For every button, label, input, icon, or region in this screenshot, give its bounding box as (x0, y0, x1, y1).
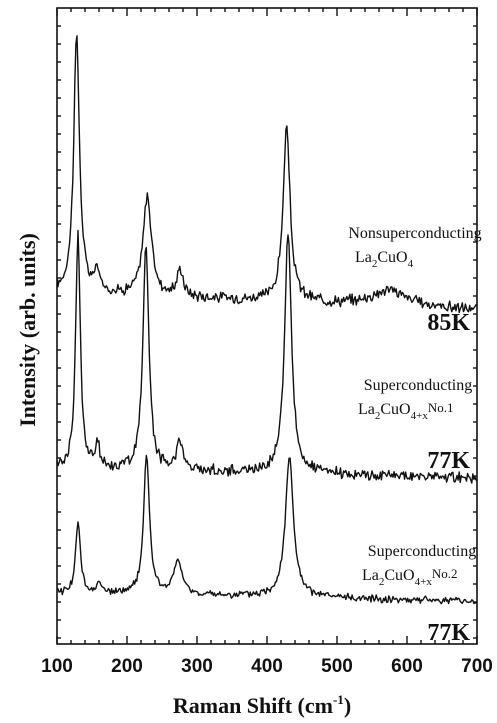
sample-label-2: Superconducting (364, 377, 472, 394)
x-axis-title-main: Raman Shift (cm (173, 693, 333, 718)
spectrum-trace-3 (56, 454, 478, 605)
x-tick-label: 300 (181, 656, 213, 677)
sample-label-3: Superconducting (368, 543, 476, 560)
x-tick-label: 400 (251, 656, 283, 677)
x-tick-label: 700 (461, 656, 493, 677)
x-tick-label: 500 (321, 656, 353, 677)
sample-formula-1: La2CuO4 (355, 249, 414, 270)
x-tick-label: 600 (391, 656, 423, 677)
x-tick-label: 200 (111, 656, 143, 677)
temperature-label-2: 77K (427, 448, 470, 474)
temperature-label-1: 85K (427, 310, 470, 336)
x-axis-title-sup: -1 (333, 692, 344, 707)
x-axis-title: Raman Shift (cm-1) (173, 692, 351, 718)
temperature-label-3: 77K (427, 620, 470, 646)
sample-label-1: Nonsuperconducting (348, 225, 481, 242)
sample-formula-3: La2CuO4+xNo.2 (362, 566, 457, 588)
spectrum-trace-1 (56, 35, 478, 314)
y-axis-title: Intensity (arb. units) (15, 233, 40, 427)
sample-formula-2: La2CuO4+xNo.1 (358, 400, 453, 422)
spectrum-trace-2 (56, 229, 478, 484)
x-tick-label: 100 (41, 656, 73, 677)
x-axis-title-close: ) (344, 693, 351, 718)
